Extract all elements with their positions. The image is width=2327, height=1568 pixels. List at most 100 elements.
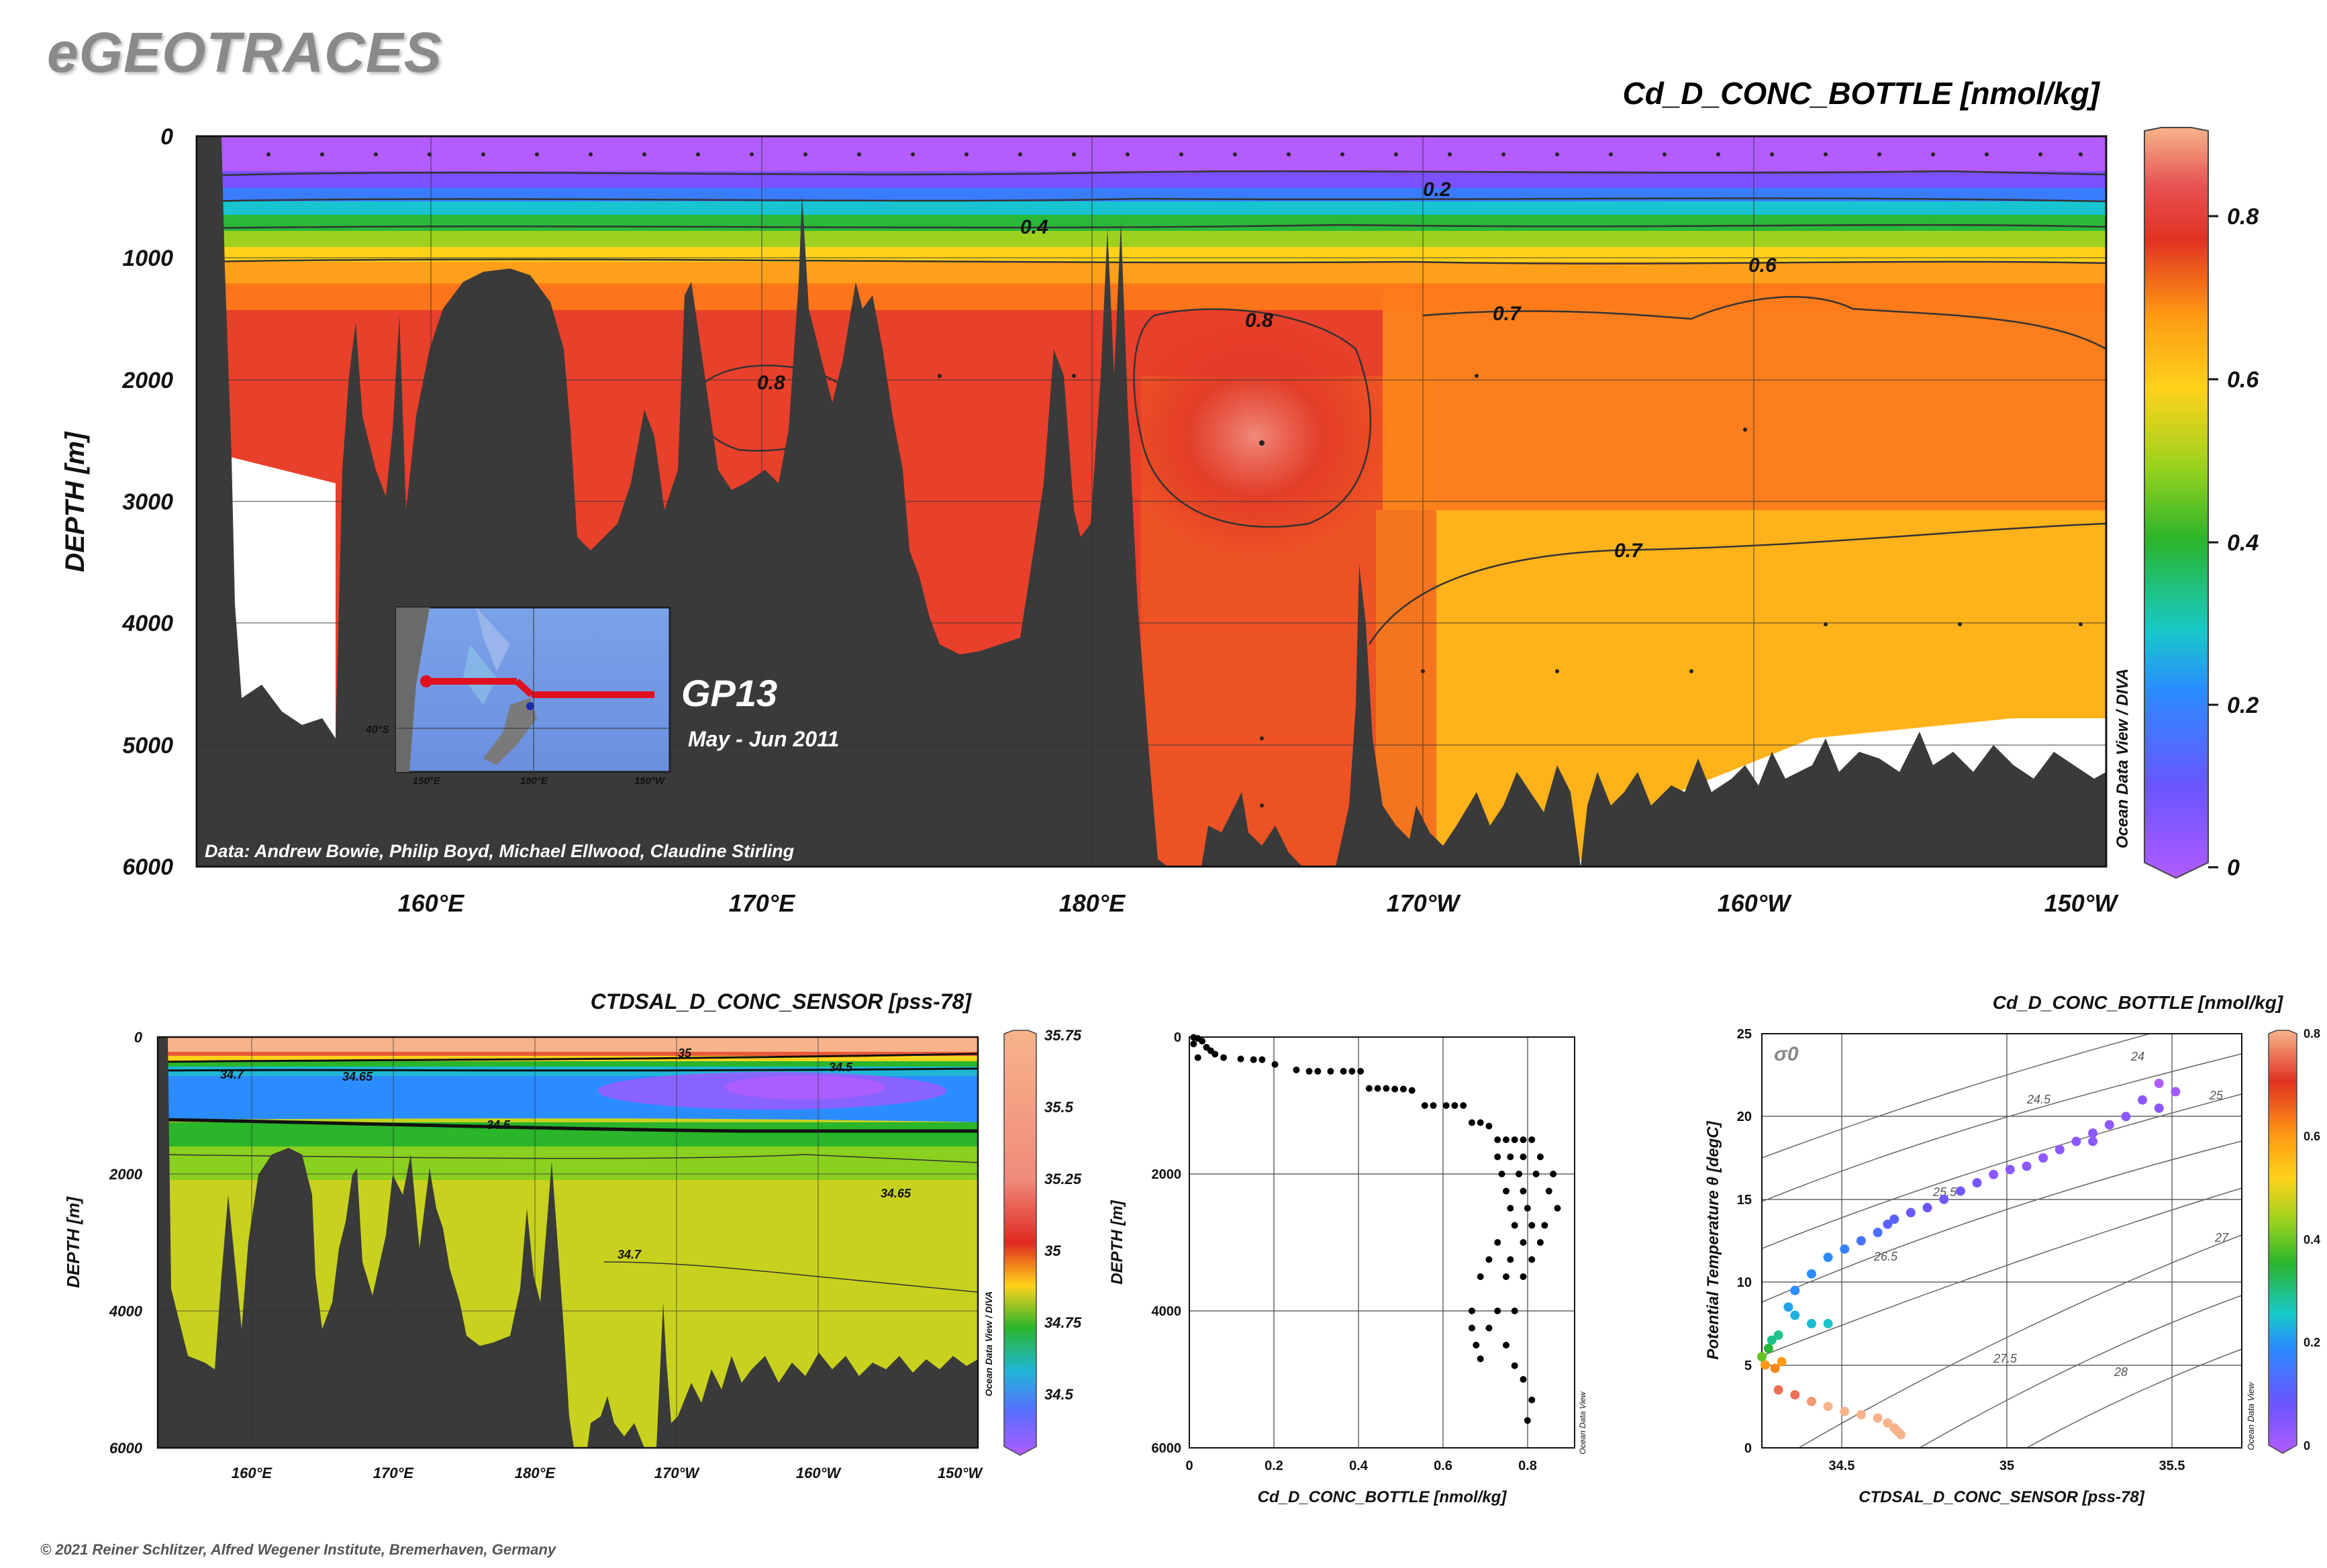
profile-point-69 <box>1485 1324 1493 1332</box>
ts-point-20 <box>1883 1219 1893 1229</box>
svg-text:4000: 4000 <box>109 1303 143 1320</box>
main-colorbar: 0.8 0.6 0.4 0.2 0 <box>2144 127 2259 881</box>
sal-colorbar: 35.75 35.5 35.25 35 34.75 34.5 <box>1003 1027 1082 1456</box>
svg-text:2000: 2000 <box>121 368 173 393</box>
profile-point-45 <box>1532 1171 1540 1177</box>
profile-point-11 <box>1258 1056 1266 1063</box>
ts-point-38 <box>1773 1385 1783 1395</box>
sal-grid <box>158 1037 978 1448</box>
ts-plot: Cd_D_CONC_BOTTLE [nmol/kg] 24 24.5 25 25… <box>1704 992 2320 1506</box>
svg-text:0.8: 0.8 <box>2227 204 2259 230</box>
profile-grid <box>1189 1037 1575 1448</box>
svg-text:0: 0 <box>134 1029 143 1046</box>
ts-point-3 <box>2154 1104 2164 1114</box>
profile-point-57 <box>1520 1239 1527 1246</box>
ts-point-42 <box>1840 1406 1850 1416</box>
profile-point-7 <box>1194 1054 1201 1061</box>
svg-text:34.65: 34.65 <box>342 1070 373 1083</box>
svg-text:0.6: 0.6 <box>1434 1459 1452 1473</box>
svg-text:6000: 6000 <box>1152 1441 1182 1456</box>
svg-text:34.7: 34.7 <box>220 1068 244 1081</box>
profile-point-71 <box>1502 1342 1509 1349</box>
svg-text:20: 20 <box>1737 1110 1752 1124</box>
data-credit: Data: Andrew Bowie, Philip Boyd, Michael… <box>205 841 795 861</box>
ts-point-18 <box>1905 1208 1916 1218</box>
svg-text:0: 0 <box>2227 855 2240 881</box>
svg-text:160°W: 160°W <box>796 1465 842 1481</box>
profile-point-14 <box>1305 1068 1313 1075</box>
profile-point-38 <box>1528 1136 1536 1143</box>
profile-point-36 <box>1511 1136 1518 1143</box>
svg-text:1000: 1000 <box>122 246 173 271</box>
ts-point-22 <box>1856 1236 1866 1246</box>
ts-point-27 <box>1783 1302 1793 1312</box>
svg-text:10: 10 <box>1737 1275 1752 1290</box>
svg-text:5000: 5000 <box>122 733 173 758</box>
profile-xlabel: Cd_D_CONC_BOTTLE [nmol/kg] <box>1258 1488 1507 1506</box>
ts-point-40 <box>1806 1396 1816 1406</box>
ts-point-19 <box>1889 1214 1899 1224</box>
svg-text:170°E: 170°E <box>373 1465 415 1481</box>
ts-point-35 <box>1760 1360 1770 1370</box>
sigma-theta-label: σ0 <box>1774 1043 1799 1065</box>
svg-text:34.5: 34.5 <box>487 1118 511 1132</box>
profile-point-33 <box>1485 1122 1493 1130</box>
svg-text:180°E: 180°E <box>515 1465 556 1481</box>
ts-point-15 <box>1955 1186 1965 1196</box>
ts-point-33 <box>1763 1343 1773 1353</box>
profile-point-10 <box>1250 1056 1257 1063</box>
svg-text:34.5: 34.5 <box>1044 1386 1074 1403</box>
svg-text:0.4: 0.4 <box>2304 1233 2320 1246</box>
ts-point-21 <box>1873 1228 1883 1238</box>
svg-text:160°E: 160°E <box>232 1465 273 1481</box>
profile-point-72 <box>1477 1355 1484 1363</box>
profile-point-70 <box>1473 1342 1480 1349</box>
svg-text:0: 0 <box>2304 1439 2310 1453</box>
svg-text:3000: 3000 <box>122 489 173 515</box>
sigma-labels: 24 24.5 25 25.5 26.5 27 27.5 28 <box>1873 1050 2229 1379</box>
profile-point-73 <box>1511 1362 1518 1369</box>
profile-point-74 <box>1520 1376 1527 1383</box>
sal-contour-labels: 34.7 34.65 35 34.5 34.5 34.65 34.7 <box>220 1046 911 1261</box>
profile-point-65 <box>1468 1308 1475 1314</box>
profile-point-18 <box>1348 1068 1356 1075</box>
profile-point-31 <box>1468 1119 1475 1126</box>
ts-point-13 <box>2005 1165 2015 1175</box>
svg-text:4000: 4000 <box>121 611 173 636</box>
profile-point-2 <box>1199 1038 1206 1045</box>
main-contour-labels: 0.2 0.4 0.6 0.7 0.8 0.8 0.7 <box>757 179 1777 562</box>
svg-text:26.5: 26.5 <box>1873 1250 1898 1263</box>
svg-text:0.8: 0.8 <box>2304 1027 2320 1040</box>
svg-text:35: 35 <box>1044 1242 1061 1259</box>
profile-point-58 <box>1536 1239 1544 1246</box>
main-yticks: 0 1000 2000 3000 4000 5000 6000 <box>121 124 173 880</box>
ts-point-7 <box>2071 1136 2081 1146</box>
svg-text:40°S: 40°S <box>365 724 389 736</box>
ts-point-39 <box>1790 1390 1800 1400</box>
profile-points <box>1190 1034 1561 1424</box>
svg-text:150°E: 150°E <box>413 775 441 787</box>
ts-point-28 <box>1790 1310 1800 1320</box>
ts-point-11 <box>2022 1161 2032 1171</box>
svg-text:6000: 6000 <box>109 1440 143 1457</box>
profile-point-9 <box>1237 1055 1244 1063</box>
ts-point-29 <box>1806 1318 1816 1328</box>
ts-point-24 <box>1823 1253 1833 1263</box>
svg-text:160°E: 160°E <box>398 889 464 917</box>
svg-text:24: 24 <box>2130 1050 2144 1063</box>
svg-text:150°W: 150°W <box>634 775 666 787</box>
profile-point-54 <box>1528 1222 1536 1229</box>
svg-text:28: 28 <box>2114 1365 2128 1379</box>
svg-text:35: 35 <box>678 1046 692 1060</box>
main-odv-label: Ocean Data View / DIVA <box>2114 669 2132 848</box>
ts-point-25 <box>1806 1269 1816 1279</box>
profile-point-60 <box>1507 1256 1514 1263</box>
ts-colorbar: 0.8 0.6 0.4 0.2 0 <box>2268 1027 2320 1454</box>
profile-point-42 <box>1536 1153 1544 1161</box>
ts-point-16 <box>1939 1194 1949 1204</box>
profile-point-24 <box>1399 1085 1407 1093</box>
profile-point-64 <box>1520 1273 1527 1280</box>
ts-point-12 <box>1989 1169 1999 1179</box>
profile-point-6 <box>1211 1050 1219 1058</box>
svg-text:35.5: 35.5 <box>1044 1099 1074 1116</box>
